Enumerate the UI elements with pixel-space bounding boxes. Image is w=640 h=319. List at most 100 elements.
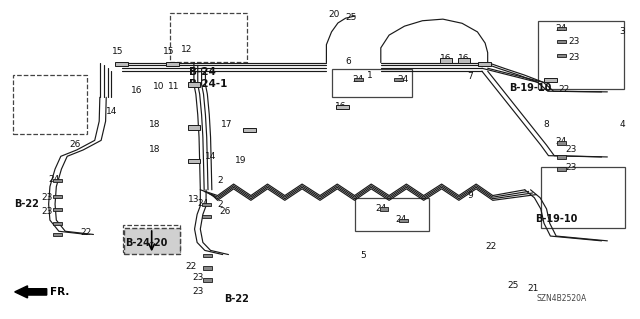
Bar [557, 27, 566, 30]
Text: 23: 23 [192, 273, 204, 282]
Bar [53, 179, 62, 182]
Bar [243, 128, 256, 132]
Text: 15: 15 [163, 47, 175, 56]
Text: 18: 18 [148, 120, 160, 129]
Text: 16: 16 [440, 54, 451, 63]
Text: 12: 12 [181, 45, 193, 54]
Bar [332, 69, 412, 97]
Bar [53, 195, 62, 198]
Text: 23: 23 [565, 163, 577, 172]
Text: 17: 17 [221, 120, 232, 129]
Text: 16: 16 [335, 102, 347, 111]
Bar [541, 167, 625, 228]
Bar [53, 222, 62, 225]
Bar [538, 21, 624, 89]
Bar [203, 278, 212, 282]
Text: B-22: B-22 [14, 199, 39, 209]
Text: 23: 23 [192, 287, 204, 296]
Text: B-19-10: B-19-10 [535, 213, 577, 224]
Bar [458, 58, 470, 63]
Bar [380, 207, 388, 211]
FancyArrow shape [15, 286, 47, 298]
Text: 8: 8 [544, 120, 549, 129]
Text: B-22: B-22 [224, 294, 249, 304]
Bar [440, 58, 452, 63]
Bar [557, 54, 566, 57]
Bar [202, 215, 211, 218]
Bar [188, 159, 200, 163]
Text: 11: 11 [168, 82, 180, 91]
Bar [394, 78, 403, 81]
Text: 2: 2 [218, 200, 223, 209]
Text: B-24
B-24-1: B-24 B-24-1 [189, 67, 227, 89]
Text: 16: 16 [458, 54, 469, 63]
Bar [355, 198, 429, 231]
Text: 23: 23 [568, 37, 580, 46]
Text: 24: 24 [396, 215, 407, 224]
Bar [478, 62, 491, 66]
Bar [336, 105, 349, 109]
Text: B-24-20: B-24-20 [125, 238, 168, 248]
Text: 13: 13 [188, 195, 199, 204]
Text: 26: 26 [219, 207, 230, 216]
Bar [53, 233, 62, 236]
Bar [166, 62, 179, 66]
Text: 20: 20 [328, 10, 340, 19]
Bar [124, 228, 180, 254]
Bar [115, 62, 128, 66]
Bar [13, 75, 87, 134]
Text: 14: 14 [106, 107, 117, 116]
Text: 7: 7 [467, 72, 472, 81]
Text: 24: 24 [376, 204, 387, 213]
Bar [188, 125, 200, 130]
Bar [354, 78, 363, 81]
Text: 2: 2 [218, 176, 223, 185]
Text: 23: 23 [42, 207, 53, 216]
Text: 18: 18 [148, 145, 160, 154]
Text: 23: 23 [568, 53, 580, 62]
Bar [202, 203, 211, 206]
Text: 9: 9 [467, 191, 472, 200]
Bar [557, 40, 566, 43]
Bar [203, 254, 212, 257]
Text: 22: 22 [559, 85, 570, 93]
Text: 6: 6 [346, 57, 351, 66]
Text: 25: 25 [507, 281, 518, 290]
Text: 23: 23 [42, 193, 53, 202]
Text: 4: 4 [620, 120, 625, 129]
Bar [53, 208, 62, 211]
Text: 24: 24 [352, 75, 364, 84]
Text: 24: 24 [197, 199, 209, 208]
Text: 22: 22 [186, 262, 197, 271]
Text: 1: 1 [367, 71, 372, 80]
Bar [557, 167, 566, 171]
Text: 3: 3 [620, 27, 625, 36]
Bar [399, 219, 408, 222]
Bar [557, 141, 566, 145]
Bar [203, 266, 212, 270]
Bar [188, 82, 200, 87]
Bar [557, 155, 566, 159]
Text: 24: 24 [48, 175, 60, 184]
Text: B-19-10: B-19-10 [509, 83, 552, 93]
Text: 24: 24 [556, 24, 567, 33]
Text: 26: 26 [69, 140, 81, 149]
Text: 15: 15 [112, 47, 124, 56]
Text: 5: 5 [360, 251, 365, 260]
Text: FR.: FR. [50, 287, 69, 297]
Text: 24: 24 [556, 137, 567, 146]
Bar [123, 225, 180, 252]
Text: 22: 22 [80, 228, 92, 237]
Text: 14: 14 [205, 152, 216, 161]
Text: 16: 16 [131, 86, 143, 95]
Text: 21: 21 [527, 284, 539, 293]
Text: 22: 22 [485, 242, 497, 251]
Bar [170, 13, 247, 62]
Text: SZN4B2520A: SZN4B2520A [536, 294, 587, 303]
Text: 19: 19 [235, 156, 246, 165]
Text: 23: 23 [565, 145, 577, 154]
Bar [544, 78, 557, 82]
Text: 24: 24 [397, 75, 408, 84]
Text: 10: 10 [153, 82, 164, 91]
Text: 25: 25 [345, 13, 356, 22]
